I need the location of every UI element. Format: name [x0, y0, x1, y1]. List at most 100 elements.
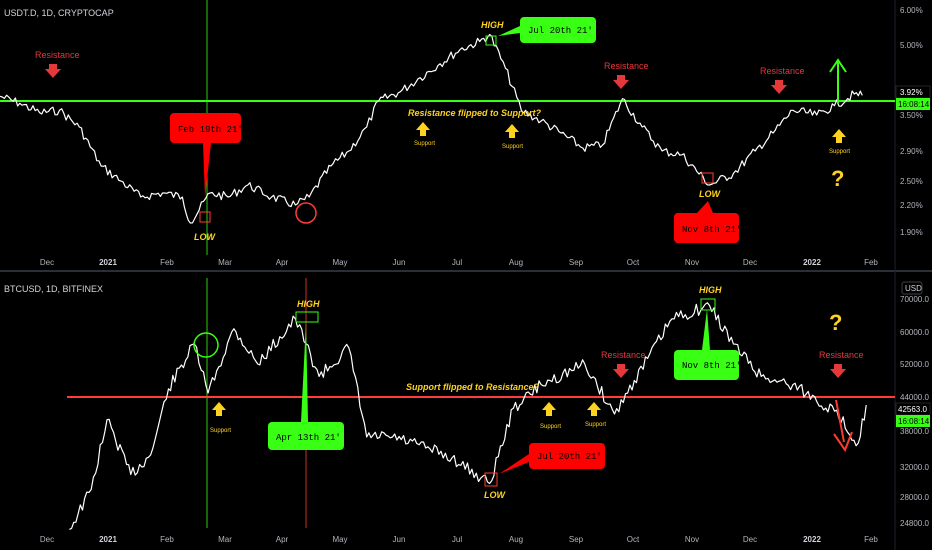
bottom-price-badge: 42563.0 — [898, 405, 927, 414]
bottom-price-line — [69, 302, 867, 531]
top-x-tick: 2022 — [803, 258, 821, 267]
top-level-label: Resistance flipped to Support? — [408, 108, 542, 118]
currency-box[interactable] — [901, 281, 923, 295]
bottom-low-label: LOW — [484, 490, 506, 500]
top-x-tick: Mar — [218, 258, 232, 267]
bottom-resistance-label-1: Resistance — [601, 350, 646, 360]
top-countdown: 16:08:14 — [898, 100, 930, 109]
bottom-y-tick: 28000.0 — [900, 493, 929, 502]
top-y-axis: 6.00% 5.00% 3.50% 2.90% 2.50% 2.20% 1.90% — [900, 6, 923, 237]
bottom-x-tick: Mar — [218, 535, 232, 544]
bottom-x-tick: Feb — [160, 535, 174, 544]
bottom-red-callout-text: Jul 20th 21' — [537, 452, 602, 462]
top-x-axis: Dec 2021 Feb Mar Apr May Jun Jul Aug Sep Oct Nov Dec… — [40, 258, 879, 267]
top-resistance-arrow-2 — [613, 75, 629, 89]
bottom-resistance-arrow-1 — [613, 364, 629, 378]
bottom-support-arrow-1 — [212, 402, 226, 416]
bottom-x-tick: May — [332, 535, 347, 544]
bottom-red-down-arrow — [833, 399, 853, 453]
bottom-support-label-2: Support — [540, 424, 561, 430]
top-y-tick: 1.90% — [900, 228, 923, 237]
top-resistance-arrow-3 — [771, 80, 787, 94]
top-x-tick: 2021 — [99, 258, 117, 267]
top-green-callout-text: Jul 20th 21' — [528, 26, 593, 36]
top-y-tick: 2.90% — [900, 147, 923, 156]
top-support-arrow-1 — [416, 122, 430, 136]
currency-label: USD — [905, 284, 922, 293]
top-red-callout-1 — [170, 113, 241, 198]
bottom-resistance-label-2: Resistance — [819, 350, 864, 360]
top-price-line — [0, 33, 863, 224]
top-x-tick: Dec — [743, 258, 757, 267]
bottom-x-tick: 2022 — [803, 535, 821, 544]
top-support-arrow-3 — [832, 129, 846, 143]
bottom-high-box-2 — [700, 298, 716, 311]
bottom-x-tick: Jul — [452, 535, 462, 544]
top-resistance-arrow-1 — [45, 64, 61, 78]
bottom-symbol-label: BTCUSD, 1D, BITFINEX — [4, 284, 103, 294]
bottom-green-callout-2 — [674, 309, 739, 380]
bottom-x-tick: Dec — [743, 535, 757, 544]
top-pane: USDT.D, 1D, CRYPTOCAP Resistance Resista… — [0, 0, 931, 267]
bottom-x-tick: 2021 — [99, 535, 117, 544]
bottom-x-tick: Feb — [864, 535, 878, 544]
top-x-tick: Apr — [276, 258, 289, 267]
top-y-tick: 2.50% — [900, 177, 923, 186]
top-x-tick: Feb — [864, 258, 878, 267]
top-support-arrow-2 — [505, 124, 519, 138]
bottom-y-tick: 38000.0 — [900, 427, 929, 436]
bottom-high-label-1: HIGH — [297, 299, 320, 309]
top-low-label-1: LOW — [194, 232, 216, 242]
top-red-callout-2-text: Nov 8th 21' — [682, 225, 741, 235]
bottom-countdown-box — [896, 415, 930, 427]
top-x-tick: Nov — [685, 258, 699, 267]
bottom-pane: BTCUSD, 1D, BITFINEX USD Support flipped… — [4, 278, 931, 544]
bottom-high-box-1 — [295, 311, 319, 323]
bottom-y-tick: 32000.0 — [900, 463, 929, 472]
bottom-x-tick: Nov — [685, 535, 699, 544]
top-support-label-3: Support — [829, 149, 850, 155]
bottom-y-tick: 52000.0 — [900, 360, 929, 369]
top-high-box — [485, 35, 497, 46]
bottom-y-tick: 70000.0 — [900, 295, 929, 304]
bottom-x-tick: Sep — [569, 535, 584, 544]
top-support-label-1: Support — [414, 141, 435, 147]
bottom-y-tick: 24800.0 — [900, 519, 929, 528]
top-x-tick: Feb — [160, 258, 174, 267]
top-red-callout-2 — [674, 201, 739, 243]
top-countdown-box — [896, 98, 930, 110]
top-high-label: HIGH — [481, 20, 504, 30]
top-low-label-2: LOW — [699, 189, 721, 199]
bottom-support-label-1: Support — [210, 428, 231, 434]
top-resistance-label-3: Resistance — [760, 66, 805, 76]
bottom-x-tick: Dec — [40, 535, 54, 544]
top-x-tick: Jul — [452, 258, 462, 267]
top-y-tick: 2.20% — [900, 201, 923, 210]
bottom-green-callout-1-text: Apr 13th 21' — [276, 433, 341, 443]
bottom-red-callout — [499, 443, 605, 474]
bottom-x-tick: Jun — [393, 535, 406, 544]
bottom-y-tick: 44000.0 — [900, 393, 929, 402]
bottom-y-axis: 70000.0 60000.0 52000.0 44000.0 38000.0 32000… — [900, 295, 929, 528]
bottom-x-tick: Aug — [509, 535, 523, 544]
top-x-tick: Oct — [627, 258, 640, 267]
top-low-box-2 — [701, 172, 714, 184]
bottom-support-arrow-3 — [587, 402, 601, 416]
top-question-mark: ? — [831, 166, 844, 191]
top-green-up-arrow — [829, 58, 847, 103]
bottom-support-label-3: Support — [585, 422, 606, 428]
bottom-y-tick: 60000.0 — [900, 328, 929, 337]
top-x-tick: Sep — [569, 258, 584, 267]
top-x-tick: Jun — [393, 258, 406, 267]
top-green-callout — [498, 17, 596, 43]
top-red-circle — [295, 202, 317, 224]
top-price-badge: 3.92% — [900, 88, 923, 97]
top-x-tick: Aug — [509, 258, 523, 267]
top-symbol-label: USDT.D, 1D, CRYPTOCAP — [4, 8, 114, 18]
bottom-resistance-arrow-2 — [830, 364, 846, 378]
top-support-label-2: Support — [502, 144, 523, 150]
top-resistance-label-1: Resistance — [35, 50, 80, 60]
top-x-tick: Dec — [40, 258, 54, 267]
